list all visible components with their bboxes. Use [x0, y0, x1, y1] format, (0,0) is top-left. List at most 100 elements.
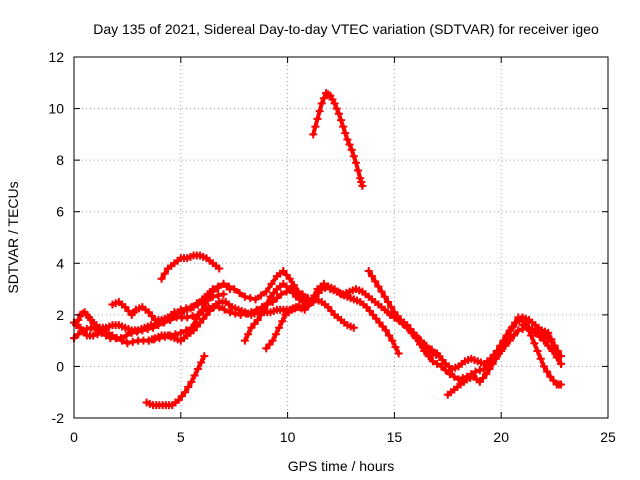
data-point [160, 269, 169, 278]
y-tick-label: 2 [56, 307, 64, 323]
data-point [420, 346, 429, 355]
data-point [482, 370, 491, 379]
data-point [349, 323, 358, 332]
x-tick-label: 25 [600, 429, 616, 445]
data-point [498, 343, 507, 352]
data-point [527, 331, 536, 340]
data-point [437, 362, 446, 371]
data-point [388, 336, 397, 345]
data-point [358, 181, 367, 190]
data-point [146, 321, 155, 330]
data-point [454, 375, 463, 384]
data-point [198, 297, 207, 306]
data-point [441, 366, 450, 375]
data-point [183, 313, 192, 322]
data-point [310, 291, 319, 300]
data-point [157, 274, 166, 283]
data-point [268, 336, 277, 345]
series-arc-13 [443, 313, 566, 399]
data-point [240, 336, 249, 345]
data-point [507, 323, 516, 332]
data-point [398, 319, 407, 328]
y-tick-label: 8 [56, 152, 64, 168]
data-point [203, 295, 212, 304]
data-point [244, 330, 253, 339]
data-point [116, 334, 125, 343]
data-point [416, 340, 425, 349]
data-point [307, 297, 316, 306]
data-point [184, 383, 193, 392]
data-point [424, 352, 433, 361]
data-point [267, 279, 276, 288]
data-point [187, 377, 196, 386]
data-point [102, 331, 111, 340]
data-point [189, 303, 198, 312]
data-point [552, 353, 561, 362]
data-point [343, 135, 352, 144]
data-point [334, 109, 343, 118]
data-point [219, 290, 228, 299]
data-point [298, 290, 307, 299]
gridlines [74, 57, 608, 418]
data-point [123, 339, 132, 348]
data-point [253, 316, 262, 325]
data-point [383, 297, 392, 306]
data-point [428, 357, 437, 366]
data-series [70, 89, 566, 410]
data-point [345, 140, 354, 149]
data-point [357, 178, 366, 187]
data-point [351, 158, 360, 167]
data-point [381, 326, 390, 335]
data-point [214, 282, 223, 291]
data-point [246, 294, 255, 303]
data-point [225, 285, 234, 294]
data-point [235, 288, 244, 297]
data-point [377, 287, 386, 296]
data-point [256, 310, 265, 319]
x-tick-label: 5 [177, 429, 185, 445]
data-point [311, 122, 320, 131]
series-arc-10 [309, 89, 367, 190]
data-point [504, 330, 513, 339]
data-point [349, 152, 358, 161]
data-point [214, 291, 223, 300]
data-point [445, 370, 454, 379]
chart-title: Day 135 of 2021, Sidereal Day-to-day VTE… [93, 21, 599, 37]
data-point [543, 367, 552, 376]
data-point [394, 316, 403, 325]
series-arc-14 [518, 321, 566, 361]
x-tick-label: 0 [70, 429, 78, 445]
data-point [285, 274, 294, 283]
series-arc-9 [262, 279, 442, 358]
data-point [200, 352, 209, 361]
data-point [495, 349, 504, 358]
data-point [332, 104, 341, 113]
data-point [293, 287, 302, 296]
data-point [390, 313, 399, 322]
data-point [520, 316, 529, 325]
data-point [193, 365, 202, 374]
data-point [387, 303, 396, 312]
data-point [530, 339, 539, 348]
data-point [277, 290, 286, 299]
data-point [510, 331, 519, 340]
data-point [557, 352, 566, 361]
data-point [72, 321, 81, 330]
data-point [263, 299, 272, 308]
data-point [394, 349, 403, 358]
data-point [122, 331, 131, 340]
data-point [197, 358, 206, 367]
x-axis-label: GPS time / hours [288, 458, 395, 474]
data-point [251, 295, 260, 304]
data-point [411, 334, 420, 343]
data-point [356, 174, 365, 183]
y-tick-label: 10 [48, 101, 64, 117]
series-arc-7 [142, 352, 209, 410]
data-point [407, 328, 416, 337]
x-tick-label: 10 [280, 429, 296, 445]
data-point [176, 328, 185, 337]
data-point [501, 336, 510, 345]
y-tick-label: -2 [52, 410, 65, 426]
data-point [208, 292, 217, 301]
data-point [533, 346, 542, 355]
